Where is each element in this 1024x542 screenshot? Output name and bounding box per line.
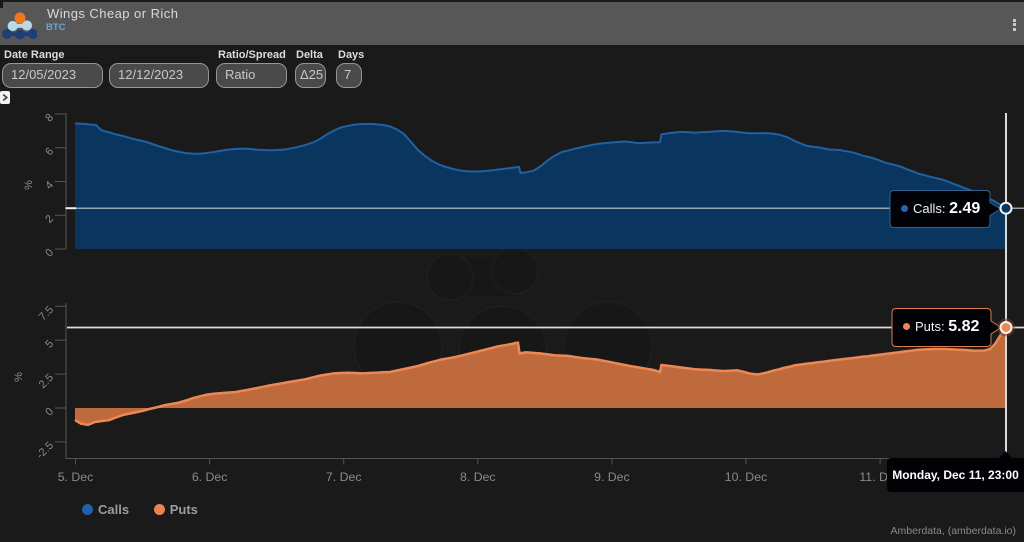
svg-text:7. Dec: 7. Dec <box>326 470 362 484</box>
svg-text:9. Dec: 9. Dec <box>594 470 630 484</box>
svg-text:2.5: 2.5 <box>37 372 56 391</box>
svg-text:-2.5: -2.5 <box>34 440 56 462</box>
svg-text:7.5: 7.5 <box>37 304 56 323</box>
svg-text:%: % <box>23 180 35 190</box>
svg-text:8: 8 <box>43 112 56 125</box>
svg-text:2: 2 <box>43 213 56 226</box>
svg-text:5: 5 <box>43 338 56 351</box>
svg-text:10. Dec: 10. Dec <box>725 470 767 484</box>
svg-text:5. Dec: 5. Dec <box>58 470 94 484</box>
svg-text:0: 0 <box>43 247 56 260</box>
svg-text:6. Dec: 6. Dec <box>192 470 228 484</box>
svg-text:6: 6 <box>43 145 56 158</box>
svg-text:%: % <box>13 372 25 382</box>
svg-text:8. Dec: 8. Dec <box>460 470 496 484</box>
svg-text:4: 4 <box>43 179 56 192</box>
svg-text:0: 0 <box>43 406 56 419</box>
